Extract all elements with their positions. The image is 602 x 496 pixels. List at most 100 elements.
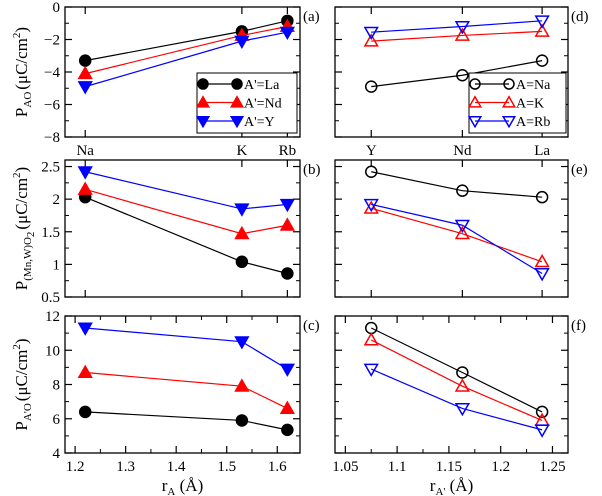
series-line xyxy=(370,327,543,413)
y-axis-label-main: P xyxy=(12,421,31,430)
y-tick-label: 0.5 xyxy=(41,290,60,306)
data-point xyxy=(363,332,379,346)
series-A'=Nd xyxy=(77,18,295,80)
data-point xyxy=(235,255,249,269)
y-axis-label-main: P xyxy=(12,281,31,290)
x-axis-label-sub: A xyxy=(167,486,175,496)
series-A'=Nd xyxy=(77,364,295,414)
series-line xyxy=(85,25,288,75)
series-line xyxy=(85,171,288,210)
data-point xyxy=(454,402,470,417)
panel-label: (b) xyxy=(303,162,321,178)
y-tick-label: 1.5 xyxy=(41,225,60,241)
legend-marker xyxy=(197,78,209,90)
legend: A'=La A'=Nd A'=Y xyxy=(195,72,298,134)
y-tick-label: 4 xyxy=(53,446,61,462)
series-line xyxy=(371,171,543,198)
panel-label: (d) xyxy=(571,9,589,25)
series-A=K xyxy=(363,332,550,426)
plot-frame xyxy=(64,159,301,298)
legend-marker xyxy=(503,78,515,90)
series-A=Rb xyxy=(363,198,550,282)
series-A'=La xyxy=(78,190,294,280)
series-A=Na xyxy=(364,165,549,204)
legend-marker xyxy=(229,115,245,129)
x-tick-label: 1.6 xyxy=(268,459,287,475)
data-point xyxy=(281,267,294,280)
data-point xyxy=(234,225,250,240)
panel-label: (c) xyxy=(303,318,320,334)
data-point xyxy=(279,198,295,213)
series-A'=La xyxy=(78,405,294,437)
data-point xyxy=(454,27,470,41)
x-tick-label: Y xyxy=(366,143,377,159)
data-point xyxy=(279,363,295,377)
data-point xyxy=(77,181,93,195)
y-axis-label-close: ) xyxy=(12,167,31,173)
series-A'=La xyxy=(78,14,294,67)
y-axis-label-unit: (μC/cm xyxy=(12,350,31,402)
x-tick-label: La xyxy=(534,143,550,159)
x-tick-label: Rb xyxy=(279,143,297,159)
data-point xyxy=(77,322,93,336)
panel-b: 0.511.522.5 (b)P(Mn,W)O2(μC/cm2) xyxy=(11,159,321,306)
legend-label: A=Na xyxy=(516,78,551,93)
data-point xyxy=(535,54,549,67)
legend-marker xyxy=(469,78,481,90)
panel-e: (e) xyxy=(334,159,588,298)
y-axis-label-sub: (Mn,W)O xyxy=(22,237,34,281)
data-point xyxy=(77,364,93,379)
data-point xyxy=(235,414,249,427)
y-tick-label: −4 xyxy=(44,65,60,81)
data-point xyxy=(234,203,250,217)
x-tick-label: 1.1 xyxy=(388,459,407,475)
series-A'=Nd xyxy=(77,181,295,240)
series-line xyxy=(371,20,543,33)
y-axis-label-sub2: 2 xyxy=(25,232,37,238)
series-line xyxy=(371,203,543,275)
data-point xyxy=(456,184,469,197)
panel-c: 4 6 8 10 12 1.2 1.3 1.4 1.5 1.6 (c) PA'O(μC/cm2) rA … xyxy=(11,309,320,496)
data-point xyxy=(363,198,379,213)
series-A=K xyxy=(363,200,550,268)
data-point xyxy=(534,268,550,282)
x-tick-label: K xyxy=(236,143,247,159)
x-tick-label: 1.05 xyxy=(332,459,358,475)
y-tick-label: 12 xyxy=(45,309,60,325)
x-axis-label-main: r xyxy=(430,476,436,495)
series-A=Na xyxy=(364,321,549,419)
data-point xyxy=(456,69,469,82)
x-tick-label: 1.2 xyxy=(491,459,510,475)
series-line xyxy=(371,30,543,42)
data-point xyxy=(534,23,550,37)
y-tick-label: 8 xyxy=(53,378,61,394)
series-A'=Y xyxy=(77,166,295,217)
x-axis-label: rA' (Å) xyxy=(430,476,473,496)
y-axis-label-sub: A'O xyxy=(22,403,34,421)
data-point xyxy=(454,378,470,392)
data-point xyxy=(279,217,295,231)
y-tick-label: 2 xyxy=(53,192,61,208)
legend-marker xyxy=(229,95,245,108)
data-point xyxy=(281,423,294,437)
series-A=Rb xyxy=(363,15,550,41)
data-point xyxy=(454,21,470,35)
x-tick-label: 1.15 xyxy=(436,459,462,475)
data-point xyxy=(234,35,250,49)
x-tick-label: 1.2 xyxy=(66,459,85,475)
legend-label: A'=Nd xyxy=(244,97,282,112)
plot-frame xyxy=(334,159,569,298)
x-axis-label: rA (Å) xyxy=(162,476,203,496)
x-axis-label-unit: (Å) xyxy=(445,476,473,495)
data-point xyxy=(535,190,549,204)
y-axis-label-sup: 2 xyxy=(11,33,23,39)
panel-label: (f) xyxy=(571,318,586,334)
series-line xyxy=(371,60,543,88)
x-tick-label: Na xyxy=(76,143,94,159)
legend-label: A'=La xyxy=(244,78,280,93)
legend-marker xyxy=(195,115,211,129)
data-point xyxy=(363,33,379,47)
data-point xyxy=(534,253,550,268)
data-point xyxy=(363,26,379,41)
data-point xyxy=(363,363,379,377)
